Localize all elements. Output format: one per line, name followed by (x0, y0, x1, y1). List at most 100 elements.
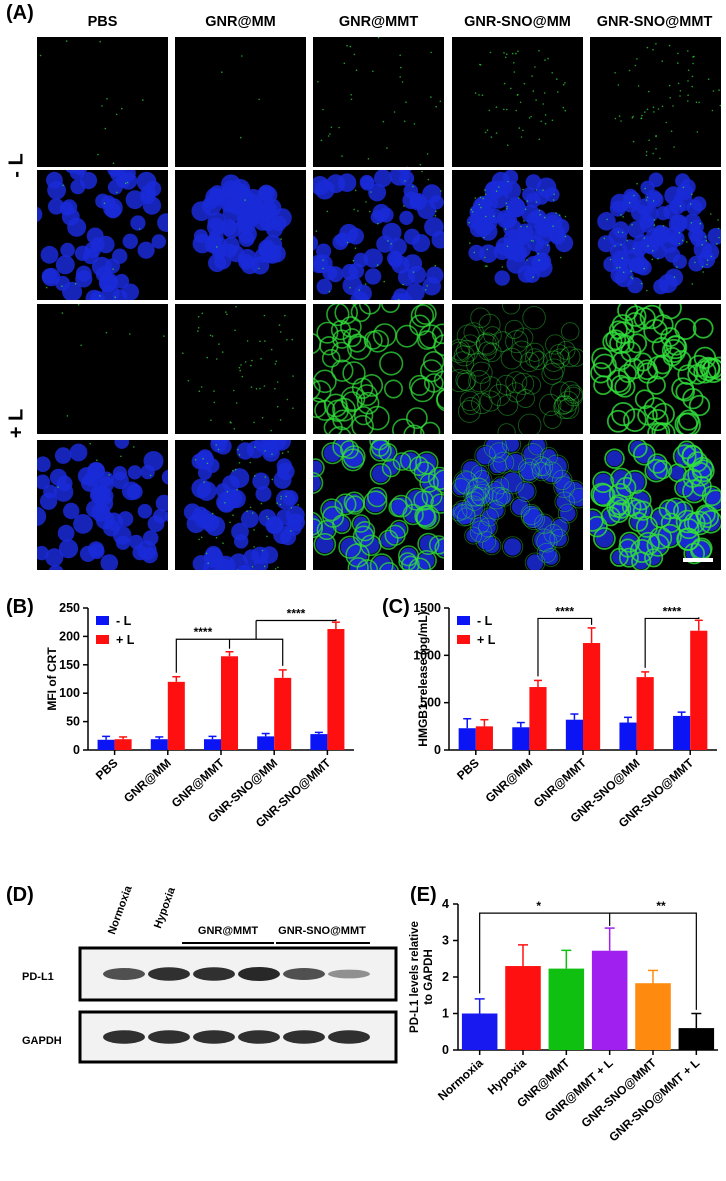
nucleus (207, 212, 227, 232)
panel-a-row-label-plus-l: + L (5, 408, 28, 439)
membrane-stain (627, 440, 648, 458)
nucleus (151, 234, 166, 249)
membrane-stain (605, 329, 627, 351)
membrane-stain (615, 476, 637, 498)
nucleus (161, 469, 168, 485)
stain-speck (62, 184, 64, 187)
membrane-stain (436, 389, 444, 412)
stain-speck (645, 151, 648, 153)
micrograph-image (39, 40, 144, 164)
membrane-stain (466, 353, 490, 377)
stain-speck (274, 568, 277, 570)
stain-speck (197, 330, 199, 332)
stain-speck (535, 201, 538, 203)
stain-speck (632, 115, 634, 118)
membrane-stain (392, 418, 416, 434)
nucleus (260, 546, 279, 564)
stain-speck (679, 90, 682, 92)
membrane-stain (608, 494, 630, 516)
membrane-stain (461, 495, 486, 520)
membrane-stain (636, 515, 658, 538)
stain-speck (264, 476, 267, 478)
membrane-stain (475, 332, 500, 356)
panel-a-col-header: GNR-SNO@MM (464, 14, 571, 30)
nucleus (208, 253, 227, 273)
stain-speck (552, 225, 554, 227)
legend-swatch (457, 635, 470, 644)
membrane-stain (618, 363, 637, 383)
membrane-stain (331, 359, 354, 382)
nucleus (453, 480, 469, 496)
stain-speck (553, 193, 555, 196)
membrane-stain (522, 305, 546, 330)
stain-speck (691, 75, 694, 78)
stain-speck (233, 428, 236, 430)
panel-d-label: (D) (6, 884, 34, 906)
micrograph-tile (175, 440, 306, 570)
y-tick-label: 3 (442, 934, 449, 948)
membrane-stain (539, 393, 562, 417)
nucleus (57, 524, 75, 542)
stain-speck (397, 298, 400, 300)
stain-speck (478, 203, 480, 206)
membrane-stain (524, 348, 545, 368)
membrane-stain (360, 374, 384, 397)
nucleus (112, 466, 127, 481)
stain-speck (495, 106, 498, 108)
stain-speck (676, 266, 678, 268)
nucleus (610, 193, 629, 213)
membrane-stain (332, 409, 354, 431)
membrane-stain (472, 470, 493, 490)
stain-speck (632, 140, 635, 143)
membrane-stain (497, 394, 519, 416)
stain-speck (506, 53, 508, 55)
stain-speck (483, 236, 485, 239)
blot-band (193, 1030, 235, 1044)
stain-speck (120, 455, 122, 458)
membrane-stain (366, 486, 388, 508)
stain-speck (530, 239, 533, 242)
y-axis-title: HMGB1 release (pg/mL) (416, 611, 430, 746)
significance-bracket (175, 638, 284, 673)
y-tick-label: 1 (442, 1007, 449, 1021)
stain-speck (80, 344, 82, 347)
stain-speck (206, 462, 209, 465)
x-tick-label: PBS (93, 756, 121, 783)
stain-speck (430, 96, 432, 98)
membrane-stain (530, 456, 551, 476)
stain-speck (655, 135, 657, 137)
stain-speck (440, 190, 442, 192)
nucleus (612, 250, 630, 268)
stain-speck (631, 224, 633, 226)
membrane-stain (363, 490, 388, 515)
stain-speck (412, 271, 415, 273)
stain-speck (39, 54, 42, 57)
stain-speck (622, 216, 624, 218)
stain-speck (515, 109, 517, 112)
significance-bracket (537, 617, 593, 677)
membrane-stain (454, 471, 479, 495)
stain-speck (386, 147, 388, 149)
bar (475, 726, 493, 750)
membrane-stain (539, 447, 559, 466)
membrane-stain (691, 459, 715, 483)
stain-speck (679, 205, 682, 207)
stain-speck (690, 193, 693, 196)
stain-speck (116, 191, 118, 194)
membrane-stain (653, 422, 676, 434)
stain-speck (412, 185, 414, 188)
nucleus (649, 455, 666, 472)
membrane-stain (354, 520, 376, 542)
stain-speck (330, 126, 333, 129)
stain-speck (322, 259, 324, 261)
micrograph-image (590, 304, 721, 434)
nucleus (276, 458, 292, 474)
membrane-stain (470, 483, 494, 507)
micrograph-tile (590, 37, 721, 167)
stain-speck (542, 189, 544, 192)
stain-speck (45, 286, 48, 289)
nucleus (490, 444, 508, 461)
nucleus (555, 234, 574, 253)
nucleus (220, 489, 238, 508)
membrane-stain (560, 380, 581, 401)
